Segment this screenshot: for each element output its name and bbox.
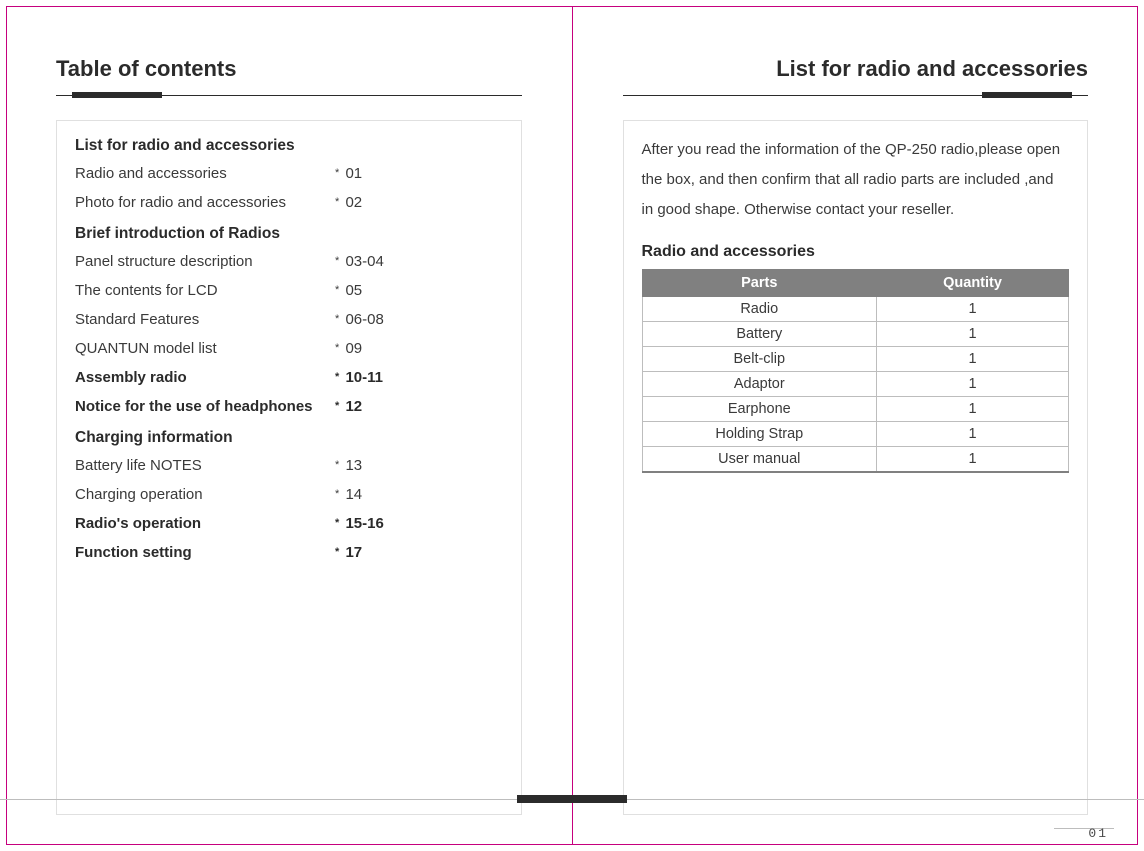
table-cell: 1 [877,322,1069,347]
parts-table: PartsQuantityRadio1Battery1Belt-clip1Ada… [642,269,1070,473]
toc-page-ref: * 02 [335,194,362,211]
table-cell: Radio [642,297,877,322]
parts-subheading: Radio and accessories [642,243,1070,261]
right-page-title: List for radio and accessories [623,56,1089,82]
toc-box: List for radio and accessories Radio and … [56,120,522,815]
right-page: List for radio and accessories After you… [573,6,1139,845]
toc-row: The contents for LCD* 05 [75,282,503,299]
toc-page-ref: * 03-04 [335,253,384,270]
table-cell: Holding Strap [642,422,877,447]
toc-label: Standard Features [75,311,335,328]
toc-section-heading: Charging information [75,429,503,447]
left-page-title: Table of contents [56,56,522,82]
table-row: User manual1 [642,447,1069,473]
spread: Table of contents List for radio and acc… [6,6,1138,845]
table-cell: 1 [877,422,1069,447]
title-rule-left [56,92,522,98]
table-header-cell: Parts [642,270,877,297]
toc-page-ref: * 15-16 [335,515,384,532]
toc-row: QUANTUN model list* 09 [75,340,503,357]
table-cell: 1 [877,297,1069,322]
toc-row: Function setting* 17 [75,544,503,561]
table-cell: 1 [877,397,1069,422]
toc-page-ref: * 01 [335,165,362,182]
toc-row: Assembly radio* 10-11 [75,369,503,386]
toc-page-ref: * 05 [335,282,362,299]
toc-label: Radio and accessories [75,165,335,182]
toc-row: Charging operation* 14 [75,486,503,503]
toc-row: Standard Features* 06-08 [75,311,503,328]
right-content-box: After you read the information of the QP… [623,120,1089,815]
toc-page-ref: * 12 [335,398,362,415]
table-row: Battery1 [642,322,1069,347]
toc-page-ref: * 10-11 [335,369,383,386]
page-number: 01 [1088,826,1108,841]
toc-page-ref: * 09 [335,340,362,357]
toc-label: Radio's operation [75,515,335,532]
table-cell: User manual [642,447,877,473]
left-page: Table of contents List for radio and acc… [6,6,572,845]
toc-label: Assembly radio [75,369,335,386]
toc-row: Notice for the use of headphones* 12 [75,398,503,415]
toc-row: Battery life NOTES* 13 [75,457,503,474]
toc-section-heading: Brief introduction of Radios [75,225,503,243]
toc-row: Photo for radio and accessories* 02 [75,194,503,211]
table-cell: Earphone [642,397,877,422]
toc-page-ref: * 14 [335,486,362,503]
table-row: Earphone1 [642,397,1069,422]
table-header-cell: Quantity [877,270,1069,297]
toc-page-ref: * 17 [335,544,362,561]
footer-bar [0,795,1144,803]
toc-page-ref: * 06-08 [335,311,384,328]
toc-row: Radio and accessories* 01 [75,165,503,182]
toc-page-ref: * 13 [335,457,362,474]
toc-label: The contents for LCD [75,282,335,299]
table-cell: 1 [877,347,1069,372]
title-rule-right [623,92,1089,98]
intro-text: After you read the information of the QP… [642,135,1070,225]
toc-label: Panel structure description [75,253,335,270]
toc-row: Radio's operation* 15-16 [75,515,503,532]
table-row: Radio1 [642,297,1069,322]
table-cell: Adaptor [642,372,877,397]
table-row: Adaptor1 [642,372,1069,397]
toc-label: Notice for the use of headphones [75,398,335,415]
toc-label: Photo for radio and accessories [75,194,335,211]
toc-section-heading: List for radio and accessories [75,137,503,155]
table-row: Belt-clip1 [642,347,1069,372]
toc-label: Charging operation [75,486,335,503]
toc-label: Function setting [75,544,335,561]
table-row: Holding Strap1 [642,422,1069,447]
table-cell: Belt-clip [642,347,877,372]
toc-label: Battery life NOTES [75,457,335,474]
table-cell: Battery [642,322,877,347]
table-cell: 1 [877,447,1069,473]
toc-row: Panel structure description* 03-04 [75,253,503,270]
toc-label: QUANTUN model list [75,340,335,357]
table-cell: 1 [877,372,1069,397]
